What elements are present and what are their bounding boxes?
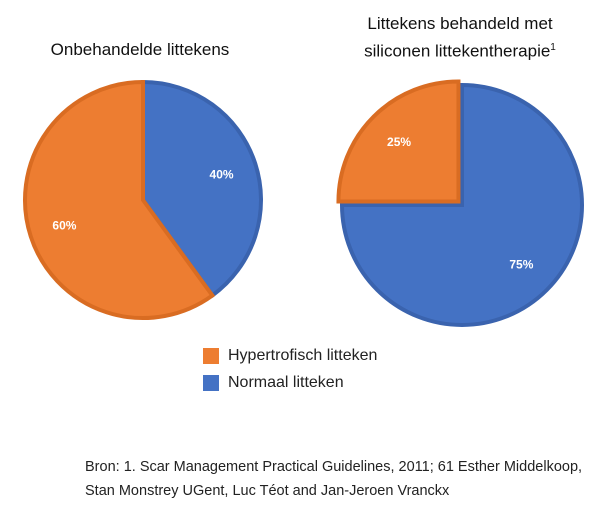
pie-2-label-hypertrophic: 25% xyxy=(387,135,411,149)
legend-item-normal: Normaal litteken xyxy=(203,369,377,396)
legend: Hypertrofisch litteken Normaal litteken xyxy=(203,342,377,396)
pie-2-slice-hypertrophic xyxy=(336,79,461,204)
source-prefix: Bron xyxy=(85,459,116,475)
pie-2-slice-normal xyxy=(339,82,584,327)
right-chart-title-footnote: 1 xyxy=(550,42,556,53)
pie-1-label-normal: 40% xyxy=(210,167,234,181)
source-note: Bron: 1. Scar Management Practical Guide… xyxy=(85,455,595,503)
right-chart-title: Littekens behandeld met siliconen littek… xyxy=(335,12,585,64)
legend-label-normal: Normaal litteken xyxy=(228,373,344,391)
legend-item-hypertrophic: Hypertrofisch litteken xyxy=(203,342,377,369)
right-chart-title-text: Littekens behandeld met siliconen littek… xyxy=(364,14,553,61)
pie-1-label-hypertrophic: 60% xyxy=(52,219,76,233)
legend-label-hypertrophic: Hypertrofisch litteken xyxy=(228,346,378,364)
pie-1-slice-normal xyxy=(141,79,263,299)
legend-swatch-hypertrophic xyxy=(203,347,219,364)
pie-1-slice-hypertrophic xyxy=(23,79,216,320)
left-chart-title: Onbehandelde littekens xyxy=(50,40,230,59)
source-text: : 1. Scar Management Practical Guideline… xyxy=(85,459,583,499)
legend-swatch-normal xyxy=(203,374,219,391)
pie-2-label-normal: 75% xyxy=(509,257,533,271)
